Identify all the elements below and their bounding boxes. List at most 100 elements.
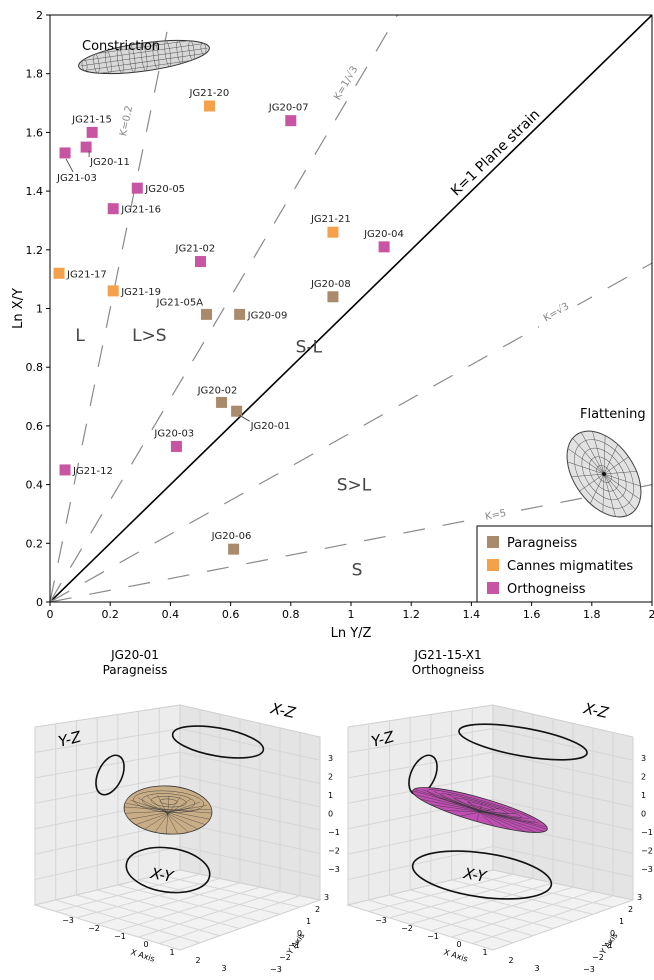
data-label-JG21-02: JG21-02 — [175, 244, 216, 255]
projection-xy — [125, 846, 211, 894]
label-leader — [239, 414, 250, 422]
data-point-JG21-05A — [201, 308, 213, 320]
projection-xz — [458, 723, 588, 761]
reference-label-mask — [112, 97, 136, 144]
data-point-JG20-04 — [378, 241, 390, 253]
grid-line — [368, 899, 514, 944]
grid-line — [347, 822, 494, 855]
chart-legend: Paragneiss Cannes migmatites Orthogneiss — [476, 525, 653, 603]
data-label-JG20-08: JG20-08 — [310, 279, 351, 290]
x-tick-label: 0 — [143, 940, 148, 949]
grid-line — [451, 890, 594, 938]
grid-line — [410, 882, 554, 925]
plane-label-xz: X-Z — [581, 699, 610, 722]
data-point-JG21-12 — [59, 464, 71, 476]
x-tick-label: 1 — [482, 948, 487, 957]
data-point-JG20-06 — [228, 543, 240, 555]
legend-box — [476, 525, 653, 603]
data-point-JG21-02 — [195, 256, 206, 268]
y-tick-label: 0.8 — [26, 361, 44, 374]
data-label-JG21-16: JG21-16 — [120, 205, 161, 216]
legend-swatch — [487, 536, 499, 548]
x-tick-label: 0 — [47, 608, 54, 621]
reference-line-k-0 — [50, 15, 652, 602]
y-tick-label: 2 — [36, 9, 43, 22]
grid-line — [138, 890, 281, 938]
flinn-diagram: 0 0.2 0.4 0.6 0.8 1 1.2 1.4 1.6 1.8 2 0 0.2 0.4 0.6 0.8… — [11, 9, 654, 641]
grid-line — [492, 728, 634, 761]
data-point-JG21-21 — [327, 226, 339, 238]
y-tick-label: 3 — [637, 893, 642, 902]
data-point-JG20-03 — [170, 440, 182, 452]
floor-pane — [33, 869, 322, 951]
flattening-label: Flattening — [580, 407, 646, 422]
z-tick-label: 1 — [641, 791, 646, 800]
z-tick-label: 2 — [328, 773, 333, 782]
grid-line — [117, 884, 261, 922]
y-tick-label: −2 — [279, 953, 291, 962]
x-axis-label: X Axis — [130, 948, 156, 964]
x-tick-label: 2 — [508, 956, 513, 965]
subplot-title: Orthogneiss — [412, 663, 484, 677]
x-tick-label: −3 — [375, 916, 387, 925]
data-label-JG20-11: JG20-11 — [89, 157, 130, 168]
grid-line — [34, 845, 181, 881]
grid-line — [347, 728, 494, 753]
y-tick-label: −3 — [583, 965, 595, 974]
x-tick-label: 1.8 — [583, 608, 601, 621]
mesh-line — [83, 43, 204, 61]
x-tick-label: 0 — [456, 940, 461, 949]
y-tick-label: 1 — [306, 917, 311, 926]
grid-line — [430, 884, 574, 922]
field-label-2: S-L — [296, 338, 323, 358]
data-label-JG20-03: JG20-03 — [153, 428, 194, 439]
subplot-title: JG21-15-X1 — [413, 648, 481, 662]
mesh-line — [459, 808, 500, 817]
mesh-line — [430, 804, 530, 819]
mesh-line — [144, 798, 191, 830]
y-tick-label: −3 — [270, 965, 282, 974]
grid-line — [347, 751, 494, 779]
x-tick-label: 2 — [195, 956, 200, 965]
x-tick-label: 2 — [649, 608, 654, 621]
data-point-JG20-08 — [327, 291, 339, 303]
plane-label-xy: X-Y — [148, 864, 176, 886]
data-label-JG21-21: JG21-21 — [310, 214, 351, 225]
data-label-JG20-02: JG20-02 — [197, 385, 238, 396]
y-tick-label: 3 — [324, 893, 329, 902]
grid-line — [117, 886, 261, 932]
plane-label-yz: Y-Z — [56, 727, 83, 750]
x-tick-label: −1 — [114, 932, 126, 941]
mesh-line — [443, 810, 516, 814]
data-label-JG21-05A: JG21-05A — [156, 297, 204, 308]
reference-label-mask — [472, 501, 519, 525]
data-point-JG21-20 — [204, 100, 216, 112]
y-tick-label: 0 — [610, 929, 615, 938]
floor-pane — [346, 869, 635, 951]
grid-line — [179, 751, 321, 785]
x-tick-label: 1.4 — [463, 608, 481, 621]
grid-line — [34, 775, 181, 804]
y-tick-label: 0.2 — [26, 537, 44, 550]
grid-line — [472, 874, 614, 908]
data-point-JG20-01 — [231, 405, 243, 417]
grid-line — [159, 874, 301, 908]
mesh-line — [414, 794, 546, 828]
subplot-title: JG20-01 — [110, 648, 159, 662]
grid-line — [492, 751, 634, 785]
mesh-line — [95, 40, 190, 54]
y-tick-label: 1.2 — [26, 244, 44, 257]
y-tick-label: −2 — [592, 953, 604, 962]
grid-line — [492, 845, 634, 878]
data-label-JG21-20: JG21-20 — [189, 88, 230, 99]
y-tick-label: 2 — [628, 905, 633, 914]
data-point-JG21-03 — [59, 147, 71, 159]
grid-line — [492, 775, 634, 808]
mesh-line — [125, 809, 211, 814]
grid-line — [368, 873, 514, 912]
label-leader — [65, 158, 74, 173]
constriction-label: Constriction — [82, 39, 160, 54]
projection-xz — [171, 725, 265, 759]
legend-entry: Cannes migmatites — [507, 559, 633, 574]
